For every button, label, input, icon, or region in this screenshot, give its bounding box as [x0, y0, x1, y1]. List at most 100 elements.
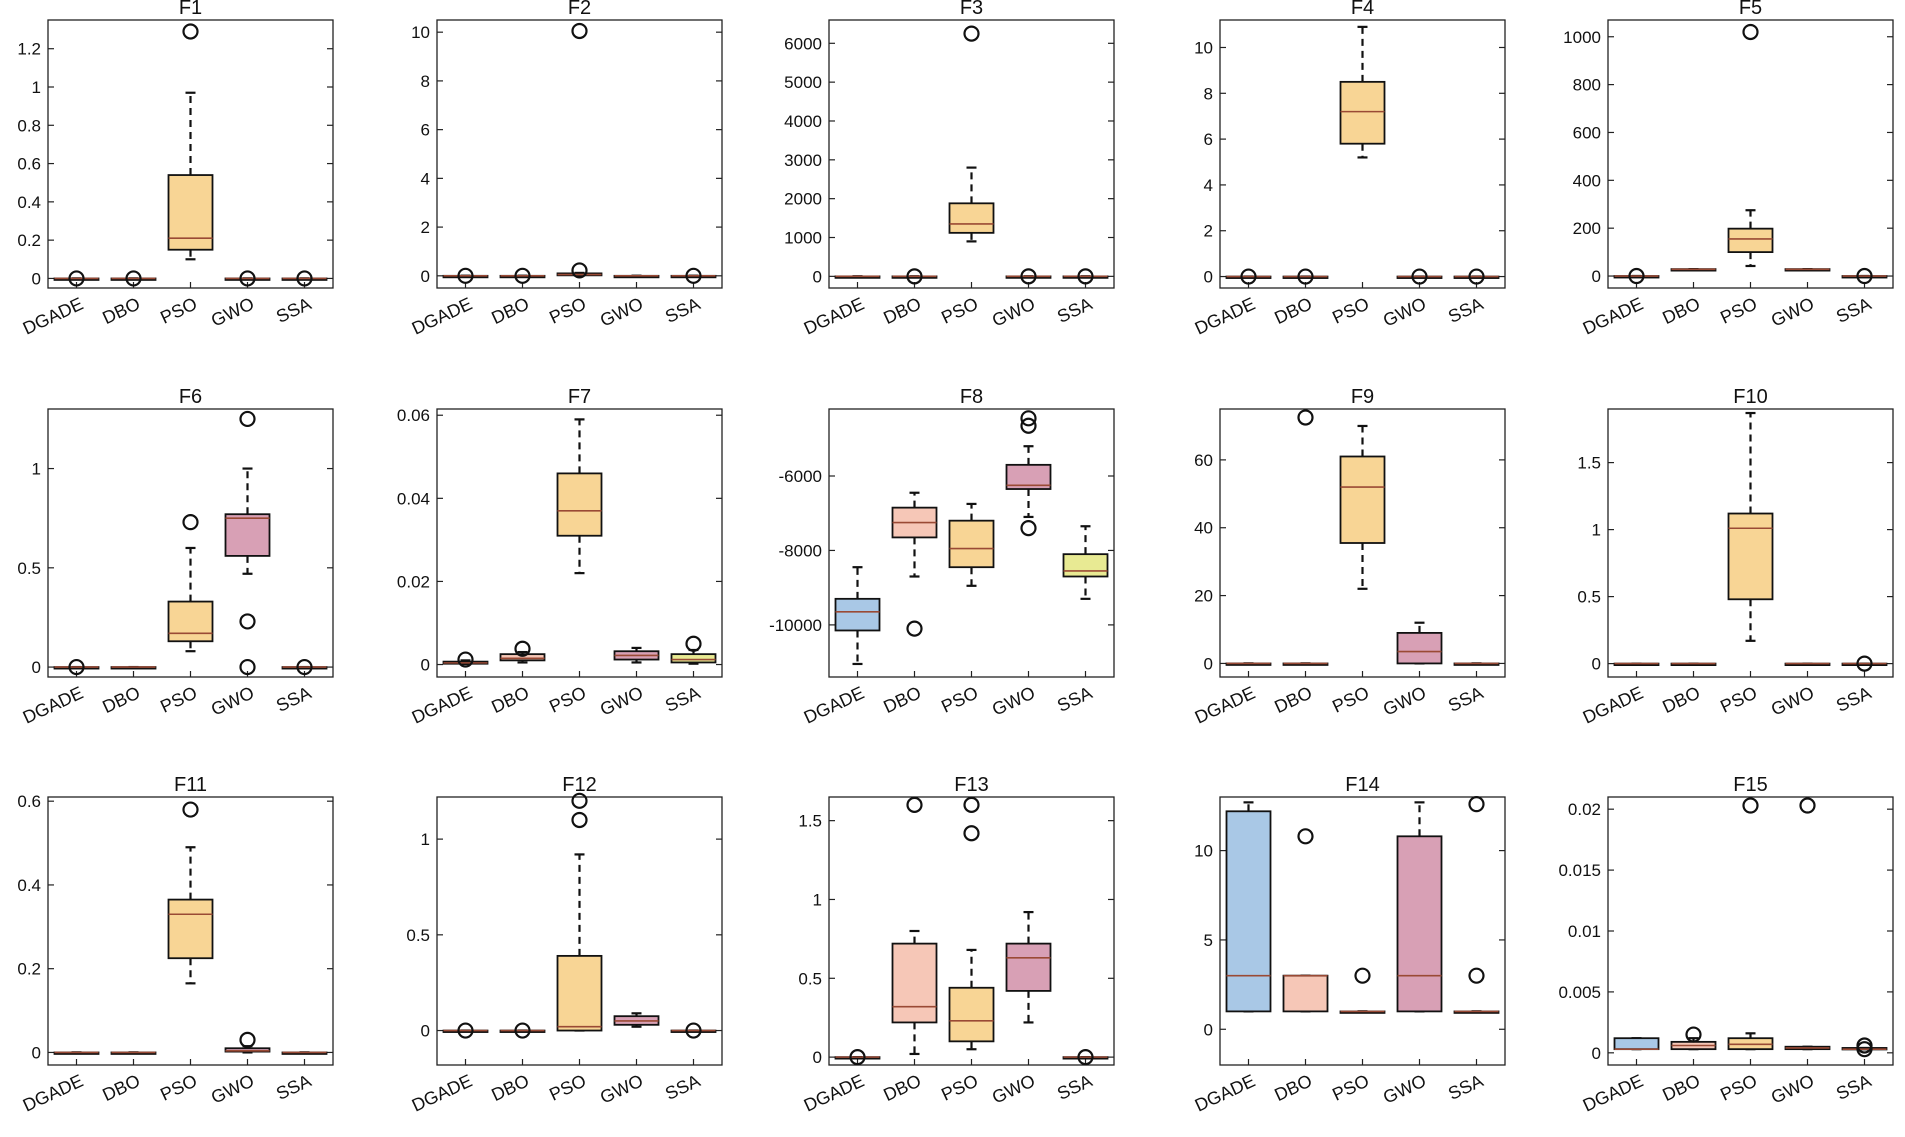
box-dbo	[499, 267, 546, 284]
chart-title: F7	[568, 386, 591, 408]
chart-f10: F10 0 0.5 1 1.5 DGADE DBO PSO GWO SSA	[1577, 386, 1894, 728]
x-tick-label: SSA	[1054, 293, 1095, 326]
box-pso	[1727, 411, 1774, 642]
outlier-point	[963, 825, 980, 842]
y-tick-label: 0	[421, 267, 430, 286]
y-tick-label: 2	[1204, 222, 1213, 241]
outlier-point	[1297, 828, 1314, 845]
y-tick-label: 0.04	[397, 489, 430, 508]
y-tick-label: 0.06	[397, 406, 430, 425]
y-tick-label: 0	[1204, 268, 1213, 287]
y-tick-label: 1	[813, 890, 822, 909]
y-tick-label: 0.5	[1577, 588, 1601, 607]
y-tick-label: 1	[32, 78, 41, 97]
box-body	[1396, 631, 1443, 665]
y-tick-label: 0	[1204, 1020, 1213, 1039]
chart-f14: F14 0 5 10 DGADE DBO PSO GWO SSA	[1192, 774, 1506, 1116]
chart-title: F11	[174, 774, 207, 796]
chart-title: F8	[960, 386, 983, 408]
outlier-point	[1856, 655, 1873, 672]
x-tick-label: SSA	[662, 682, 703, 715]
x-tick-label: DGADE	[801, 682, 867, 727]
box-pso	[1339, 967, 1386, 1014]
outlier-point	[182, 23, 199, 40]
x-tick-label: DGADE	[1580, 682, 1646, 727]
x-tick-label: DGADE	[1580, 293, 1646, 338]
box-body	[224, 1047, 271, 1053]
box-dbo	[499, 640, 546, 664]
chart-f3: F3 0 1000 2000 3000 4000 5000 6000 DGADE DBO PSO GW…	[784, 0, 1115, 339]
box-body	[499, 653, 546, 662]
y-tick-label: -6000	[779, 467, 822, 486]
box-dgade	[442, 1022, 489, 1039]
chart-f2: F2 0 2 4 6 8 10 DGADE DBO PSO GWO SSA	[409, 0, 723, 339]
x-tick-label: DBO	[1659, 1070, 1703, 1105]
box-gwo	[613, 646, 660, 664]
box-dbo	[1282, 268, 1329, 285]
chart-title: F5	[1739, 0, 1762, 19]
chart-f13: F13 0 0.5 1 1.5 DGADE DBO PSO GWO SSA	[798, 774, 1115, 1116]
chart-f5: F5 0 200 400 600 800 1000 DGADE DBO PSO GWO SSA	[1563, 0, 1894, 339]
y-tick-label: 0.5	[406, 926, 430, 945]
y-tick-label: 8	[1204, 84, 1213, 103]
outlier-point	[457, 1022, 474, 1039]
x-tick-label: DGADE	[409, 682, 475, 727]
y-tick-label: 4000	[784, 112, 822, 131]
y-tick-label: 0	[813, 267, 822, 286]
x-tick-label: DBO	[880, 293, 924, 328]
y-tick-label: 0.005	[1558, 983, 1601, 1002]
outlier-point	[1856, 267, 1873, 285]
y-tick-label: 1	[1592, 521, 1601, 540]
outlier-point	[457, 651, 474, 668]
y-tick-label: 1000	[1563, 28, 1601, 47]
x-tick-label: SSA	[1054, 1070, 1095, 1103]
x-tick-label: GWO	[989, 1070, 1038, 1107]
x-tick-label: DGADE	[1192, 1070, 1258, 1115]
box-pso	[167, 514, 214, 653]
x-tick-label: DGADE	[409, 293, 475, 338]
outlier-point	[68, 270, 85, 287]
x-tick-label: DGADE	[20, 682, 86, 727]
x-tick-label: DBO	[99, 682, 143, 717]
outlier-point	[1468, 796, 1485, 813]
box-body	[891, 942, 938, 1024]
outlier-point	[514, 267, 531, 284]
x-tick-label: PSO	[938, 293, 981, 327]
x-tick-label: DBO	[488, 682, 532, 717]
y-tick-label: 10	[1194, 38, 1213, 57]
box-dgade	[1613, 267, 1660, 285]
outlier-point	[1077, 268, 1094, 285]
x-tick-label: PSO	[546, 293, 589, 327]
outlier-point	[239, 410, 256, 428]
outlier-point	[1020, 417, 1037, 434]
y-tick-label: -10000	[769, 616, 822, 635]
x-tick-label: GWO	[1768, 682, 1817, 719]
box-gwo	[1005, 910, 1052, 1024]
x-tick-label: DGADE	[1192, 293, 1258, 338]
box-dgade	[834, 566, 881, 666]
outlier-point	[1354, 967, 1371, 984]
box-body	[167, 174, 214, 251]
y-tick-label: 3000	[784, 151, 822, 170]
x-tick-label: PSO	[546, 1070, 589, 1104]
box-dbo	[1670, 267, 1717, 272]
y-tick-label: 0	[421, 1022, 430, 1041]
outlier-point	[457, 267, 474, 284]
outlier-point	[1742, 23, 1759, 41]
y-tick-label: -8000	[779, 541, 822, 560]
box-ssa	[281, 1051, 328, 1055]
x-tick-label: SSA	[1054, 682, 1095, 715]
y-tick-label: 400	[1573, 171, 1601, 190]
y-tick-label: 1.2	[17, 40, 41, 59]
chart-title: F6	[179, 386, 202, 408]
outlier-point	[182, 514, 199, 531]
box-ssa	[1841, 655, 1888, 672]
y-tick-label: 4	[1204, 176, 1213, 195]
y-tick-label: 0.5	[17, 559, 41, 578]
box-dgade	[1225, 662, 1272, 666]
x-tick-label: DGADE	[20, 293, 86, 338]
box-dgade	[1225, 801, 1272, 1013]
box-gwo	[613, 1012, 660, 1028]
box-body	[556, 472, 603, 537]
chart-title: F3	[960, 0, 983, 19]
